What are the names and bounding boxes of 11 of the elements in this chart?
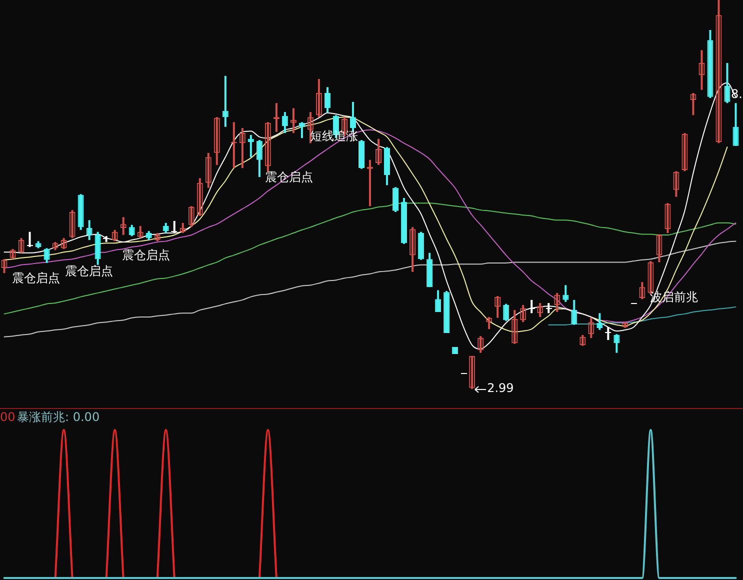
annotation: 震仓启点 [122, 248, 170, 262]
candlestick [171, 220, 177, 234]
candlestick [605, 327, 611, 340]
annotation: 震仓启点 [12, 271, 60, 286]
annotation: 震仓启点 [265, 170, 313, 184]
candlestick [27, 232, 33, 248]
annotation: 震仓启点 [65, 264, 113, 278]
annotation: 2.99 [487, 381, 514, 396]
candlestick [529, 300, 535, 314]
text: 00 [0, 410, 16, 424]
text: 暴涨前兆: 0.00 [17, 410, 100, 424]
